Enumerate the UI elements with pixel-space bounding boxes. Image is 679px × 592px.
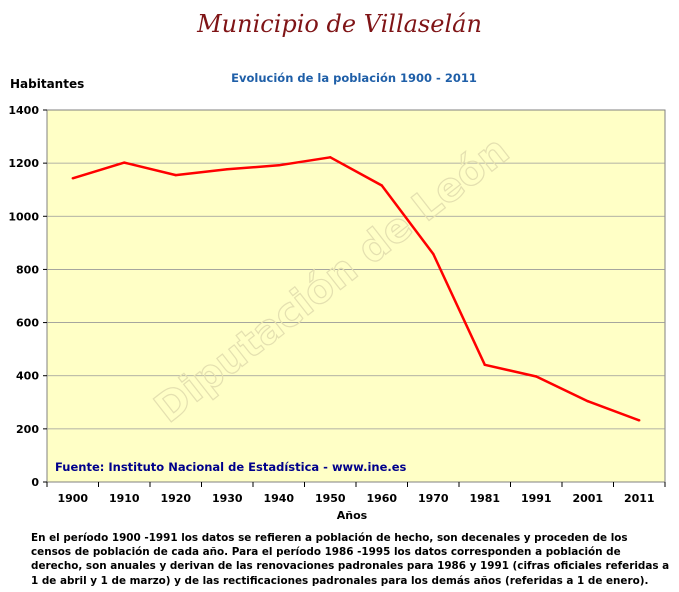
data-point bbox=[329, 156, 332, 159]
x-tick-label: 1930 bbox=[212, 492, 243, 505]
chart-title: Evolución de la población 1900 - 2011 bbox=[231, 71, 477, 85]
x-tick-label: 2011 bbox=[624, 492, 655, 505]
x-tick-label: 1970 bbox=[418, 492, 449, 505]
x-tick-label: 2001 bbox=[572, 492, 603, 505]
y-tick-label: 1200 bbox=[8, 157, 39, 170]
data-point bbox=[586, 400, 589, 403]
y-tick-label: 800 bbox=[16, 263, 39, 276]
series-line bbox=[72, 156, 640, 422]
x-tick-label: 1940 bbox=[263, 492, 294, 505]
data-points bbox=[71, 156, 641, 422]
footnote: En el período 1900 -1991 los datos se re… bbox=[31, 532, 670, 587]
y-tick-label: 0 bbox=[31, 476, 39, 489]
x-tick-label: 1910 bbox=[109, 492, 140, 505]
y-tick-label: 200 bbox=[16, 423, 39, 436]
x-axis-label: Años bbox=[337, 509, 368, 522]
y-tick-label: 400 bbox=[16, 370, 39, 383]
x-tick-label: 1950 bbox=[315, 492, 346, 505]
y-tick-label: 1000 bbox=[8, 210, 39, 223]
data-point bbox=[123, 161, 126, 164]
data-point bbox=[638, 419, 641, 422]
x-tick-label: 1981 bbox=[469, 492, 500, 505]
x-axis: 1900 1910 1920 1930 1940 1950 1960 1970 1981 1991… bbox=[46, 482, 666, 505]
y-axis: 0 200 400 600 800 1000 1200 1400 bbox=[8, 104, 47, 489]
data-point bbox=[483, 363, 486, 367]
x-tick-label: 1960 bbox=[366, 492, 397, 505]
grid-lines bbox=[47, 162, 665, 430]
data-point bbox=[432, 252, 435, 256]
data-point bbox=[380, 184, 383, 187]
data-point bbox=[174, 173, 177, 177]
data-point bbox=[277, 164, 280, 167]
y-tick-label: 600 bbox=[16, 317, 39, 330]
data-point bbox=[535, 375, 538, 378]
x-tick-label: 1900 bbox=[57, 492, 88, 505]
source-note: Fuente: Instituto Nacional de Estadístic… bbox=[55, 460, 407, 474]
data-point bbox=[71, 177, 74, 180]
x-tick-label: 1920 bbox=[160, 492, 191, 505]
data-point bbox=[226, 168, 229, 171]
y-tick-label: 1400 bbox=[8, 104, 39, 117]
x-tick-label: 1991 bbox=[521, 492, 552, 505]
y-axis-label: Habitantes bbox=[10, 77, 84, 91]
page-title: Municipio de Villaselán bbox=[197, 10, 482, 38]
